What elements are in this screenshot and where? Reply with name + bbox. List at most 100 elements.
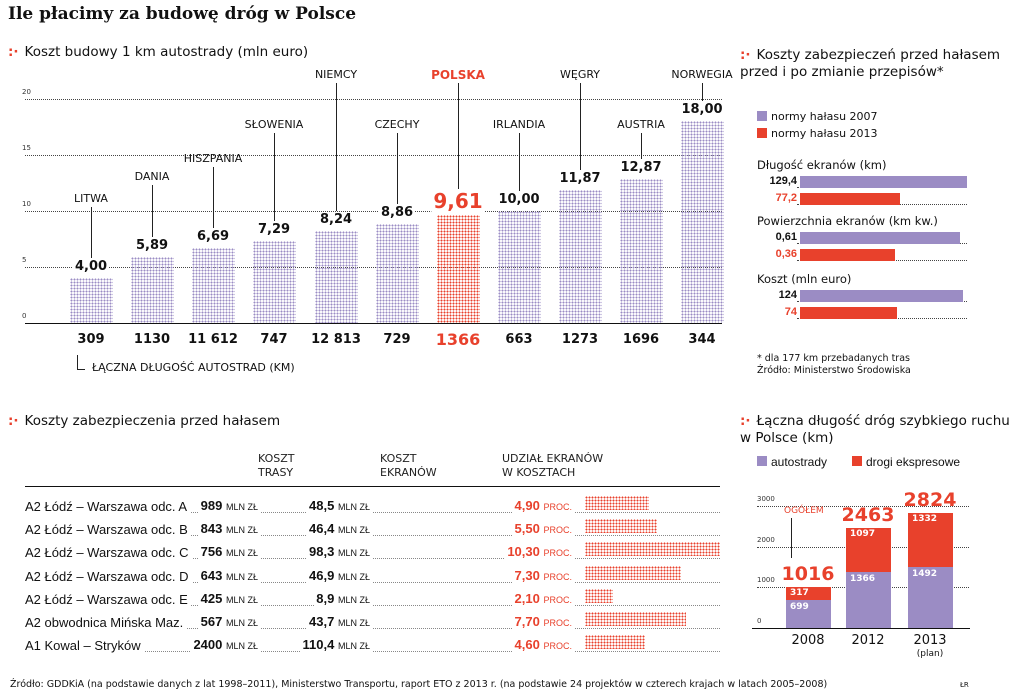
value-label: 8,86	[378, 204, 416, 221]
length-label: 1696	[622, 332, 660, 347]
bar	[620, 178, 663, 323]
bar	[131, 257, 174, 323]
table-row: A1 Kowal – Stryków 2400 MLN ZŁ 110,4 MLN Z…	[25, 634, 720, 655]
share-bar	[585, 542, 720, 557]
table-row: A2 Łódź – Warszawa odc. E 425 MLN ZŁ 8,9 M…	[25, 588, 720, 608]
year-note: (plan)	[916, 649, 944, 659]
share-bar	[585, 635, 646, 650]
total-leader	[791, 518, 792, 558]
header-koszt-ekranow: KOSZT EKRANÓW	[380, 452, 437, 479]
header-koszt-trasy: KOSZT TRASY	[258, 452, 295, 479]
country-label: SŁOWENIA	[244, 118, 304, 131]
length-label: 1130	[133, 332, 171, 347]
secondary-label: ŁĄCZNA DŁUGOŚĆ AUTOSTRAD (KM)	[92, 361, 295, 374]
y-tick-label: 1000	[757, 576, 775, 585]
country-label: NORWEGIA	[671, 68, 733, 81]
koszt-ekranow: 46,9 MLN ZŁ	[307, 567, 372, 585]
koszt-trasy: 756 MLN ZŁ	[198, 544, 260, 562]
share-bar	[585, 588, 613, 603]
page-title: Ile płacimy za budowę dróg w Polsce	[8, 4, 357, 24]
koszt-ekranow: 8,9 MLN ZŁ	[314, 590, 372, 608]
bar	[681, 121, 724, 323]
bar	[800, 232, 961, 244]
bar	[559, 190, 602, 323]
legend-autostrady: autostrady	[757, 455, 827, 469]
y-tick-label: 0	[757, 617, 762, 625]
share-bar	[585, 496, 650, 510]
legend-2007: normy hałasu 2007	[757, 110, 878, 123]
bar-autostrady	[908, 567, 953, 628]
segment-label: 1366	[850, 574, 876, 585]
value-label: 0,36	[755, 248, 797, 261]
legend-2013: normy hałasu 2013	[757, 127, 878, 140]
gridline	[25, 267, 722, 268]
value-label: 10,00	[496, 192, 542, 208]
bar	[498, 211, 541, 323]
route-name: A2 obwodnica Mińska Maz.	[25, 615, 187, 631]
value-label: 12,87	[618, 159, 664, 176]
y-tick-label: 2000	[757, 535, 775, 544]
udzial: 7,30 PROC.	[512, 567, 574, 585]
leader-line	[580, 83, 581, 171]
udzial: 7,70 PROC.	[512, 614, 574, 631]
bar	[376, 223, 419, 323]
route-name: A1 Kowal – Stryków	[25, 638, 144, 655]
leader-line	[91, 207, 92, 259]
total-label: 1016	[781, 562, 835, 585]
bar	[800, 307, 898, 319]
udzial: 4,60 PROC.	[512, 637, 574, 655]
legend-ekspresowe: drogi ekspresowe	[852, 455, 960, 469]
country-label: WĘGRY	[559, 68, 601, 81]
country-label: AUSTRIA	[617, 118, 665, 131]
route-name: A2 Łódź – Warszawa odc. C	[25, 545, 192, 562]
bar	[70, 278, 113, 323]
value-label: 5,89	[133, 238, 171, 255]
y-tick-label: 15	[22, 144, 31, 152]
route-name: A2 Łódź – Warszawa odc. D	[25, 568, 192, 585]
share-bar	[585, 612, 686, 626]
bar-ekspresowe	[908, 513, 953, 568]
length-label: 747	[260, 332, 288, 347]
value-label: 74	[755, 306, 797, 319]
y-tick-label: 10	[22, 200, 31, 208]
table-row: A2 Łódź – Warszawa odc. D 643 MLN ZŁ 46,9 …	[25, 565, 720, 585]
group-label: Koszt (mln euro)	[757, 272, 852, 286]
header-udzial: UDZIAŁ EKRANÓW W KOSZTACH	[502, 452, 604, 479]
y-tick-label: 0	[22, 312, 27, 320]
value-label: 8,24	[317, 211, 355, 228]
value-label: 129,4	[755, 175, 797, 188]
year-label: 2012	[851, 633, 885, 648]
segment-label: 699	[790, 601, 809, 612]
leader-line	[702, 83, 703, 102]
chart2-title: :· Koszty zabezpieczeń przed hałasem prze…	[740, 47, 1001, 80]
bar	[800, 249, 895, 261]
year-label: 2008	[791, 633, 825, 648]
y-tick-label: 20	[22, 88, 31, 96]
length-label: 1273	[561, 332, 599, 347]
table-title: :· Koszty zabezpieczenia przed hałasem	[8, 413, 281, 429]
y-tick-label: 3000	[757, 495, 775, 503]
country-label: CZECHY	[374, 118, 420, 131]
segment-label: 1097	[850, 528, 876, 539]
bar-autostrady	[786, 599, 831, 628]
chart1-title: :· Koszt budowy 1 km autostrady (mln euro…	[8, 44, 309, 60]
source: Źródło: GDDKiA (na podstawie danych z la…	[10, 679, 828, 690]
value-label: 6,69	[194, 229, 232, 246]
share-bar	[585, 519, 658, 534]
credit: ŁR	[960, 681, 969, 689]
x-axis	[25, 323, 722, 324]
country-label: DANIA	[134, 170, 170, 183]
koszt-ekranow: 48,5 MLN ZŁ	[307, 498, 372, 515]
udzial: 10,30 PROC.	[505, 544, 574, 562]
udzial: 4,90 PROC.	[512, 498, 574, 515]
koszt-trasy: 2400 MLN ZŁ	[191, 637, 260, 655]
country-label: POLSKA	[431, 68, 485, 82]
chart2-notes: * dla 177 km przebadanych tras Źródło: Mi…	[757, 353, 911, 376]
gridline	[25, 155, 722, 156]
bar	[192, 248, 235, 323]
value-label: 7,29	[255, 222, 293, 239]
koszt-ekranow: 43,7 MLN ZŁ	[307, 614, 372, 631]
bar	[800, 176, 968, 188]
table-row: A2 Łódź – Warszawa odc. B 843 MLN ZŁ 46,4 …	[25, 518, 720, 539]
length-label: 309	[77, 332, 105, 347]
